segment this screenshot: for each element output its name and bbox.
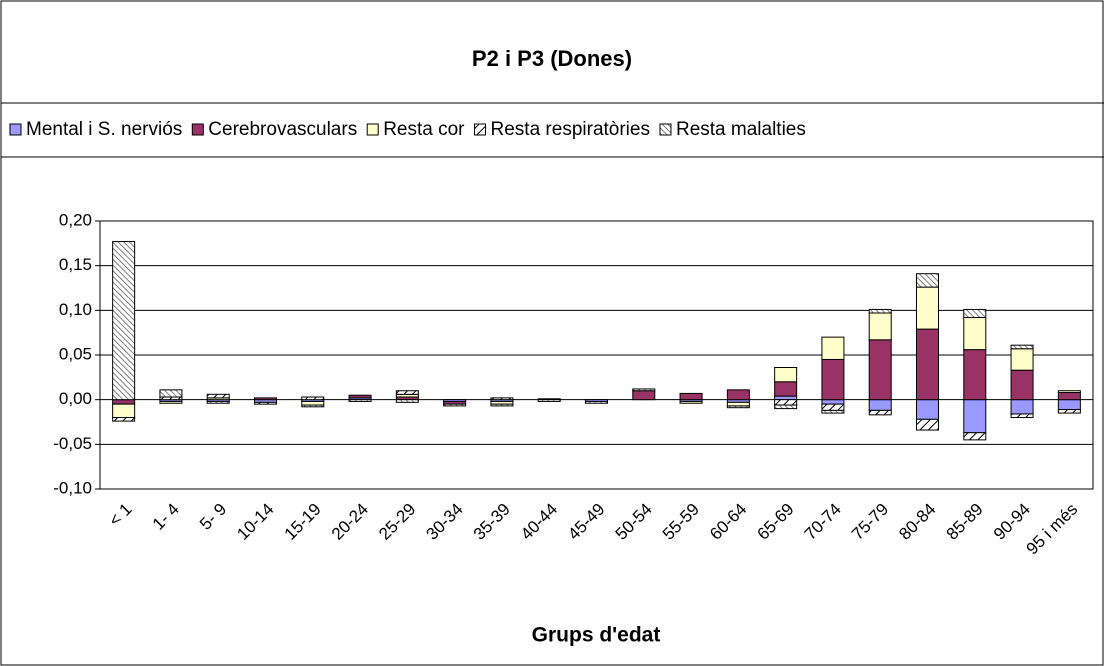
legend-label: Resta malalties bbox=[676, 119, 806, 140]
bar-segment bbox=[963, 308, 987, 318]
bar-segment bbox=[395, 390, 419, 395]
bar-segment bbox=[632, 390, 656, 401]
bar-segment bbox=[112, 417, 136, 422]
bar-segment bbox=[868, 399, 892, 411]
bar-segment bbox=[1010, 399, 1034, 415]
legend-label: Mental i S. nerviós bbox=[26, 119, 182, 140]
bar-segment bbox=[963, 349, 987, 401]
bar-segment bbox=[774, 395, 798, 401]
bar-segment bbox=[774, 399, 798, 406]
legend-label: Cerebrovasculars bbox=[208, 119, 357, 140]
bar-segment bbox=[726, 389, 750, 401]
bar-segment bbox=[916, 273, 939, 288]
bar-segment bbox=[490, 403, 514, 407]
legend-swatch bbox=[474, 123, 487, 136]
bar-segment bbox=[868, 339, 892, 401]
bar-segment bbox=[254, 397, 277, 401]
bar-segment bbox=[821, 399, 845, 405]
bar-segment bbox=[1057, 399, 1081, 410]
bar-segment bbox=[1057, 392, 1081, 401]
bar-segment bbox=[348, 394, 372, 399]
bar-segment bbox=[301, 400, 325, 406]
x-axis-title: Grups d'edat bbox=[532, 624, 661, 647]
bar-segment bbox=[1010, 413, 1034, 419]
bar-segment bbox=[301, 404, 325, 408]
bar-segment bbox=[395, 399, 419, 403]
legend-swatch bbox=[191, 123, 204, 136]
bar-segment bbox=[206, 393, 230, 399]
legend-label: Resta respiratòries bbox=[491, 119, 650, 140]
y-tick-label: -0,05 bbox=[53, 434, 92, 453]
bar-segment bbox=[774, 404, 798, 410]
bar-segment bbox=[632, 388, 656, 392]
legend-swatch bbox=[9, 123, 22, 136]
bar-segment bbox=[821, 403, 845, 411]
bar-segment bbox=[821, 409, 845, 414]
bar-segment bbox=[774, 367, 798, 383]
bar-segment bbox=[868, 312, 892, 341]
bar-segment bbox=[1057, 390, 1081, 394]
bar-segment bbox=[679, 392, 703, 401]
bar-segment bbox=[1010, 344, 1034, 350]
bar-segment bbox=[774, 381, 798, 397]
bar-segment bbox=[1057, 408, 1081, 414]
bar-segment bbox=[301, 396, 325, 401]
bar-segment bbox=[206, 400, 230, 404]
bar-segment bbox=[112, 241, 136, 401]
bar-segment bbox=[868, 308, 892, 314]
legend-swatch bbox=[659, 123, 672, 136]
y-tick-label: 0,20 bbox=[59, 210, 92, 229]
bar-segment bbox=[726, 405, 750, 409]
bar-segment bbox=[1010, 369, 1034, 401]
bar-segment bbox=[537, 399, 561, 402]
bar-segment bbox=[443, 403, 467, 407]
bar-segment bbox=[159, 400, 183, 404]
bar-segment bbox=[348, 399, 372, 402]
bar-segment bbox=[916, 418, 939, 431]
bar-segment bbox=[963, 432, 987, 441]
legend-swatch bbox=[366, 123, 379, 136]
legend-label: Resta cor bbox=[383, 119, 465, 140]
y-tick-label: 0,10 bbox=[59, 300, 92, 319]
bar-segment bbox=[821, 336, 845, 360]
bar-segment bbox=[963, 316, 987, 351]
y-tick-label: 0,15 bbox=[59, 255, 92, 274]
bar-segment bbox=[916, 328, 939, 401]
bar-segment bbox=[254, 401, 277, 405]
bar-segment bbox=[112, 403, 136, 419]
bar-segment bbox=[821, 358, 845, 401]
bar-segment bbox=[916, 286, 939, 330]
bar-segment bbox=[112, 399, 136, 405]
y-tick-label: 0,00 bbox=[59, 389, 92, 408]
bar-segment bbox=[490, 397, 514, 401]
chart-title: P2 i P3 (Dones) bbox=[472, 46, 632, 71]
bar-segment bbox=[679, 400, 703, 404]
y-tick-label: -0,10 bbox=[53, 478, 92, 497]
bar-segment bbox=[159, 389, 183, 398]
bar-segment bbox=[1010, 348, 1034, 371]
bar-segment bbox=[963, 399, 987, 434]
legend: Mental i S. nerviós Cerebrovasculars Resta… bbox=[9, 119, 806, 140]
bar-segment bbox=[868, 409, 892, 416]
bar-segment bbox=[726, 401, 750, 407]
bar-segment bbox=[585, 400, 608, 404]
y-tick-label: 0,05 bbox=[59, 344, 92, 363]
bar-segment bbox=[916, 399, 939, 420]
